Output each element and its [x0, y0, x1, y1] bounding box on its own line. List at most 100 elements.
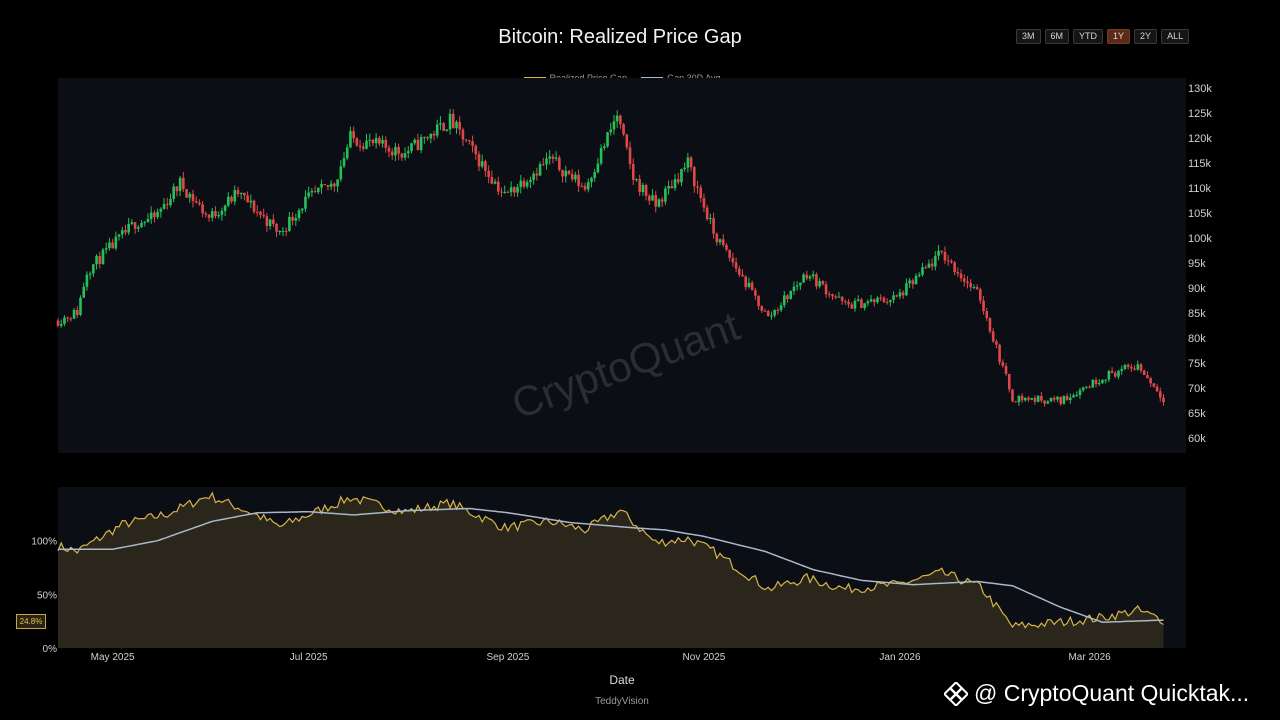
candle-body [696, 186, 699, 188]
candle-body [1139, 364, 1143, 371]
candle-body [1152, 383, 1156, 387]
candle-body [959, 273, 963, 279]
range-button-6m[interactable]: 6M [1044, 29, 1070, 44]
candle-body [612, 121, 616, 130]
candle-body [397, 146, 400, 154]
candle-body [927, 263, 931, 268]
candle-body [574, 174, 577, 180]
candle-body [1126, 364, 1130, 367]
candle-body [1056, 396, 1059, 400]
price-tick-label: 125k [1188, 108, 1212, 120]
gap-axis: 0% 50% 100% [31, 537, 57, 655]
candle-body [233, 190, 237, 202]
candle-body [863, 303, 866, 309]
candle-body [709, 218, 712, 220]
candle-body [898, 292, 902, 297]
candle-body [1052, 397, 1056, 400]
candle-body [725, 244, 728, 250]
candle-body [493, 181, 497, 184]
candle-body [275, 223, 278, 232]
candle-body [217, 214, 220, 217]
candle-body [1110, 371, 1114, 373]
candle-body [394, 146, 397, 156]
candle-body [866, 301, 870, 304]
x-axis-label: Date [609, 673, 635, 687]
candle-body [310, 191, 314, 193]
candle-body [1027, 397, 1030, 400]
candle-body [291, 216, 294, 221]
candle-body [754, 290, 757, 296]
candle-body [182, 177, 185, 190]
range-button-1y[interactable]: 1Y [1107, 29, 1131, 44]
candle-body [95, 255, 98, 265]
range-button-3m[interactable]: 3M [1016, 29, 1041, 44]
candle-body [114, 236, 118, 249]
candle-body [522, 180, 526, 187]
candle-body [1104, 379, 1107, 381]
candle-body [352, 131, 355, 139]
candle-body [847, 301, 850, 305]
candle-body [525, 182, 529, 187]
candle-body [914, 275, 918, 285]
candle-body [702, 198, 706, 208]
candle-body [975, 287, 979, 290]
candle-body [236, 190, 240, 195]
candle-body [651, 195, 654, 201]
candle-body [1033, 397, 1037, 402]
gap-tick-label: 50% [37, 590, 57, 601]
candle-body [339, 166, 343, 180]
candle-body [1117, 370, 1120, 377]
price-tick-label: 80k [1188, 333, 1206, 345]
candle-body [368, 139, 372, 141]
candle-body [159, 208, 163, 212]
candle-body [998, 344, 1001, 363]
candle-body [558, 157, 561, 171]
candle-body [856, 299, 860, 301]
candle-body [117, 234, 121, 237]
candle-body [365, 140, 368, 149]
candle-body [120, 230, 124, 235]
candle-body [911, 280, 915, 285]
candle-body [606, 132, 609, 147]
candle-body [564, 170, 568, 177]
candle-body [252, 200, 256, 212]
candle-body [567, 170, 571, 174]
candle-body [416, 139, 420, 151]
candle-body [1078, 390, 1082, 396]
candle-body [509, 187, 513, 193]
candle-body [763, 310, 767, 312]
gap-area [58, 492, 1164, 648]
candle-body [599, 147, 603, 164]
candle-body [513, 187, 516, 193]
candle-body [146, 219, 150, 223]
candle-body [124, 230, 127, 233]
range-button-2y[interactable]: 2Y [1134, 29, 1158, 44]
candle-body [885, 302, 889, 304]
candle-body [638, 179, 641, 193]
candle-body [619, 115, 622, 125]
brand-tag[interactable]: @ CryptoQuant Quicktak... [944, 680, 1249, 707]
candle-body [776, 309, 780, 311]
candle-body [979, 289, 982, 301]
candle-body [631, 163, 635, 180]
candle-body [72, 309, 76, 319]
gap-avg-line [58, 507, 1164, 623]
candle-body [423, 136, 426, 138]
range-button-ytd[interactable]: YTD [1073, 29, 1104, 44]
candle-body [1107, 371, 1111, 380]
candle-body [345, 147, 349, 159]
candle-body [1155, 386, 1159, 392]
candle-body [590, 177, 593, 183]
candle-body [908, 280, 911, 284]
candle-body [1162, 397, 1165, 403]
candle-body [603, 146, 606, 148]
range-button-all[interactable]: ALL [1161, 29, 1190, 44]
candle-body [529, 179, 532, 183]
candle-body [162, 203, 166, 209]
candle-body [185, 189, 188, 198]
candle-body [1004, 365, 1008, 374]
candle-body [468, 140, 471, 142]
author-credit: TeddyVision [595, 696, 649, 707]
candle-body [824, 284, 828, 295]
